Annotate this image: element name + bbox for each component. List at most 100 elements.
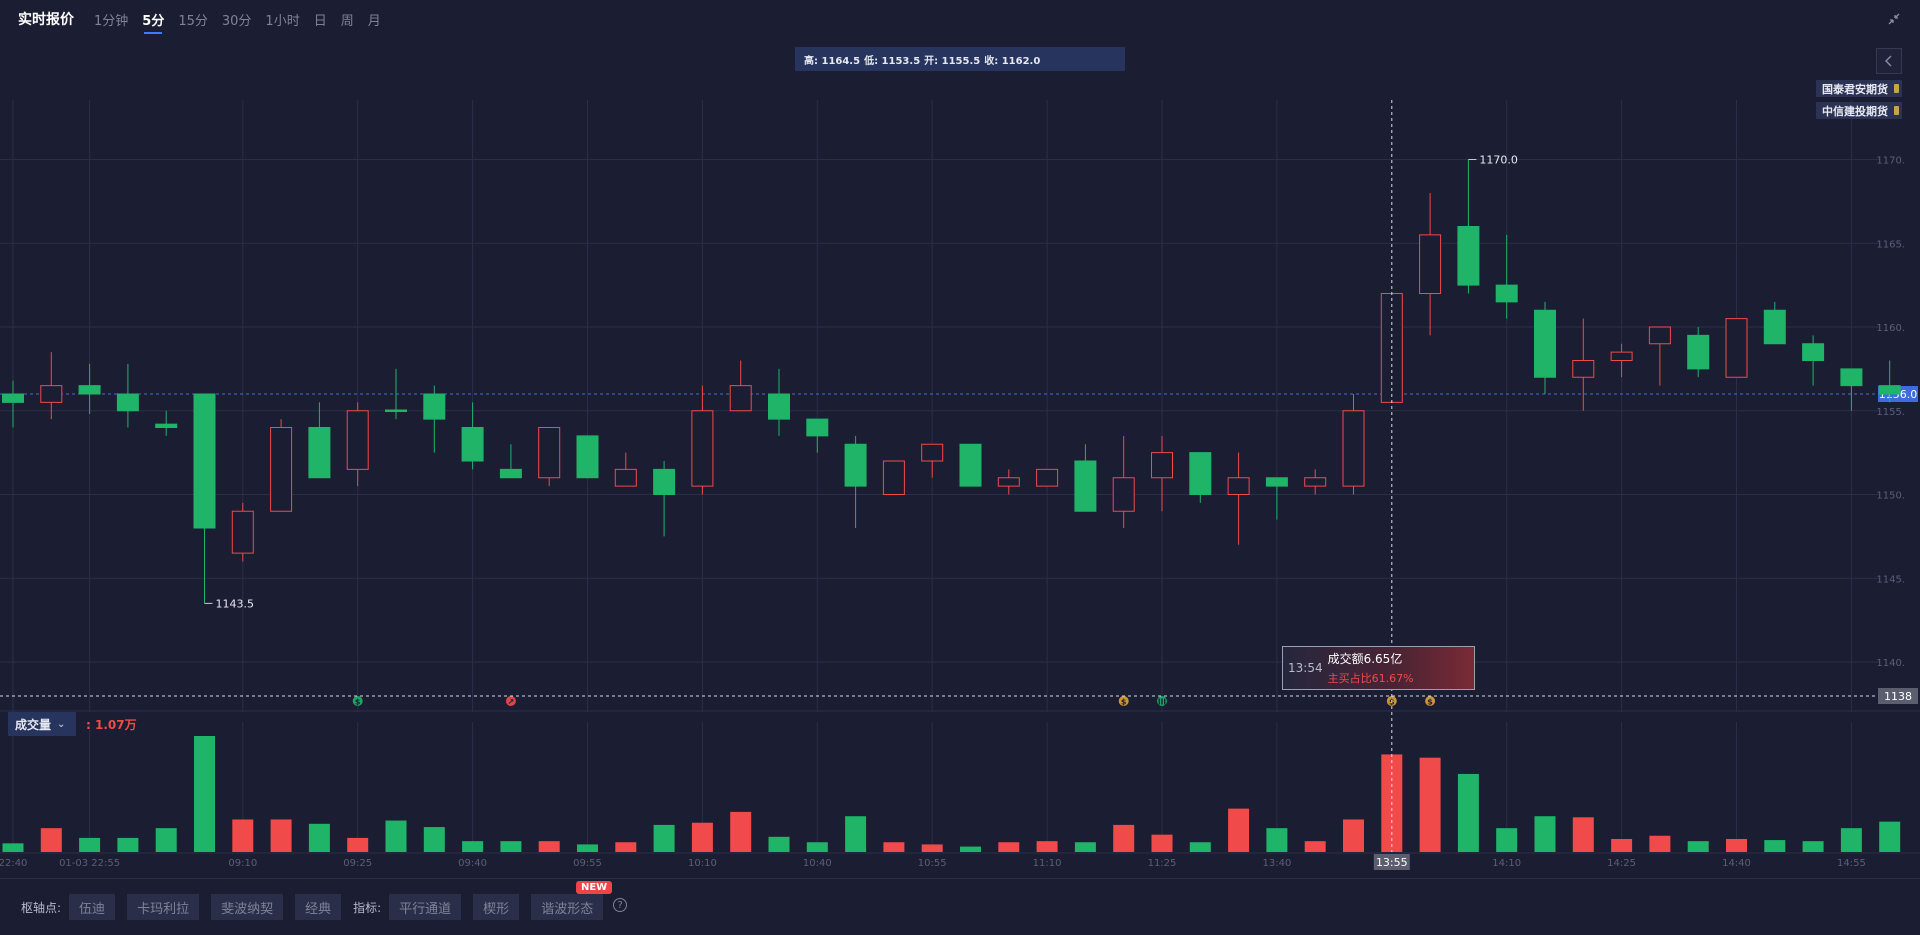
volume-bar [2,843,24,852]
tab-15min[interactable]: 15分 [178,13,208,29]
y-tick-label: 1140. [1876,658,1905,669]
y-tick-label: 1145. [1876,574,1905,585]
max-price-label: 1170.0 [1479,154,1518,167]
pivot-camarilla-button[interactable]: 卡玛利拉 [127,894,200,920]
volume-value: : 1.07万 [86,718,137,732]
candle-body [1572,360,1595,378]
top-bar: 实时报价 1分钟 5分 15分 30分 1小时 日 周 月 [0,0,1920,38]
volume-bar [1266,828,1288,852]
candle-body [1687,334,1710,370]
volume-bar [423,827,445,852]
event-marker-label: ↗ [508,698,515,707]
pivot-fibonacci-button[interactable]: 斐波纳契 [211,894,284,920]
event-marker-icon [1157,696,1167,706]
x-tick-label: 14:25 [1607,858,1636,869]
candle-body [346,410,369,470]
volume-bar [40,828,62,852]
x-tick-label: 13:40 [1262,858,1291,869]
x-tick-label: 09:25 [343,858,372,869]
ohlc-high: 高: 1164.5 [804,55,861,67]
candle-body [193,393,216,529]
tab-month[interactable]: 月 [367,13,381,29]
x-tick-label: 10:55 [918,858,947,869]
harmonic-pattern-button[interactable]: 谐波形态 NEW [531,881,613,920]
volume-bar [1228,808,1250,852]
volume-bar [577,844,598,852]
crosshair-time-tag [1373,854,1410,870]
candle-body [499,468,522,479]
candle-body [1189,452,1212,495]
volume-bar [998,842,1020,852]
x-tick-label: 22:40 [0,858,27,869]
event-marker-label: $ [355,698,361,707]
volume-bar [768,836,790,852]
candle-body [882,460,905,495]
candle-body [1227,477,1250,495]
candle-body [1534,309,1556,378]
pivot-woodie-button[interactable]: 伍迪 [69,894,116,920]
pivot-label: 枢轴点: [21,900,62,915]
tab-1hour[interactable]: 1小时 [265,13,300,29]
min-price-label: 1143.5 [216,597,255,610]
broker-tag-zhongxin[interactable]: 中信建投期货 [1816,102,1902,119]
new-badge: NEW [575,881,613,894]
event-marker-icon [505,696,516,706]
ohlc-low: 低: 1153.5 [864,55,921,67]
collapse-icon[interactable] [1886,11,1902,27]
volume-bar [232,819,254,852]
volume-bar [270,819,292,852]
volume-bar [691,822,713,852]
event-marker-icon [1118,696,1129,706]
candle-body [1419,234,1442,294]
tab-1min[interactable]: 1分钟 [94,13,129,29]
volume-bar [1840,828,1862,852]
chevron-left-icon[interactable] [1876,48,1902,74]
help-icon[interactable]: ? [613,898,628,912]
candle-body [768,393,790,420]
x-tick-label: 01-03 22:55 [59,858,120,869]
candle-body [997,477,1020,487]
chevron-down-icon: ⌄ [57,718,66,730]
tab-5min[interactable]: 5分 [142,10,164,34]
candle-body [1304,477,1327,487]
volume-bar [1304,841,1326,852]
pivot-classic-button[interactable]: 经典 [295,894,342,920]
ohlc-summary: 高: 1164.5 低: 1153.5 开: 1155.5 收: 1162.0 [795,47,1125,71]
volume-bar [1151,834,1173,852]
candle-body [959,443,982,487]
x-tick-label: 09:10 [228,858,257,869]
tab-30min[interactable]: 30分 [221,13,252,29]
volume-bar [500,841,522,852]
candle-body [614,468,637,487]
candle-body [1648,326,1671,345]
volume-bar [1343,819,1364,852]
x-tick-label: 14:10 [1492,858,1521,869]
volume-bar [806,842,828,852]
wedge-button[interactable]: 楔形 [473,894,520,920]
crosshair-price-label: 1138 [1884,690,1912,703]
candle-body [461,427,484,462]
volume-bar [1572,817,1594,852]
volume-bar [1457,773,1479,852]
tab-day[interactable]: 日 [313,13,327,29]
candle-body [1763,309,1786,345]
parallel-channel-button[interactable]: 平行通道 [389,894,462,920]
broker-tag-guotai[interactable]: 国泰君安期货 [1816,80,1902,97]
volume-bar [1419,757,1441,852]
volume-bar [1687,841,1709,852]
ohlc-open: 开: 1155.5 [924,55,981,67]
crosshair-tooltip: 13:54 成交额6.65亿 主买占比61.67% [1282,646,1475,690]
candle-body [155,423,178,428]
volume-bar [845,816,867,852]
tab-week[interactable]: 周 [340,13,354,29]
volume-bar [155,828,177,852]
y-tick-label: 1150. [1876,491,1905,502]
volume-bar [1534,816,1556,852]
event-marker-label: lll [1158,698,1166,707]
x-tick-label: 10:40 [803,858,832,869]
tooltip-turnover: 成交额6.65亿 [1327,652,1403,666]
volume-indicator-select[interactable]: 成交量 ⌄ [8,712,76,736]
candle-body [1112,477,1135,512]
